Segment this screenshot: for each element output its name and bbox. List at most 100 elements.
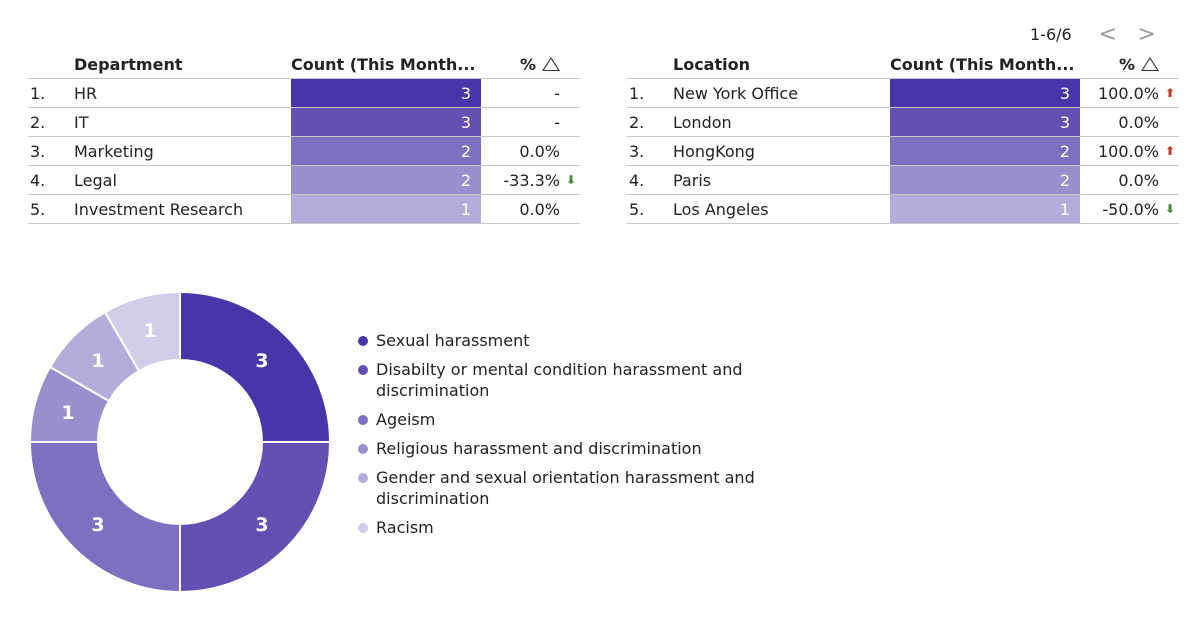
row-index: 5. [627, 194, 673, 224]
percent-value: - [554, 112, 560, 132]
legend-swatch [358, 473, 368, 483]
row-index: 1. [627, 78, 673, 108]
percent-value: 100.0% [1097, 83, 1159, 103]
slice-value-label: 3 [255, 514, 268, 536]
count-bar: 3 [291, 107, 481, 137]
percent-value: -33.3% [503, 170, 560, 190]
row-index: 3. [28, 136, 74, 166]
donut-chart: 3 3 3 1 1 1 [28, 290, 332, 594]
legend-label: Disabilty or mental condition harassment… [376, 360, 743, 400]
table-row[interactable]: 4. Legal 2 -33.3% ⬇ [28, 165, 580, 195]
row-index: 2. [28, 107, 74, 137]
count-bar: 2 [890, 136, 1080, 166]
slice-value-label: 3 [91, 514, 104, 536]
table-row[interactable]: 2. London 3 0.0% [627, 107, 1179, 137]
table-row[interactable]: 5. Los Angeles 1 -50.0% ⬇ [627, 194, 1179, 224]
count-bar: 3 [890, 78, 1080, 108]
donut-slice[interactable] [179, 290, 332, 443]
legend-swatch [358, 523, 368, 533]
count-bar: 2 [291, 165, 481, 195]
legend-item[interactable]: Ageism [358, 409, 758, 430]
count-bar: 3 [291, 78, 481, 108]
count-bar: 2 [890, 165, 1080, 195]
table-row[interactable]: 3. Marketing 2 0.0% [28, 136, 580, 166]
table-header-row: Department Count (This Month... % [28, 50, 580, 79]
percent-cell: - [481, 107, 580, 137]
legend-item[interactable]: Sexual harassment [358, 330, 758, 351]
chevron-left-icon[interactable]: < [1098, 21, 1117, 47]
slice-value-label: 1 [143, 320, 156, 342]
percent-cell: 0.0% [481, 194, 580, 224]
department-header[interactable]: Department [74, 50, 291, 79]
legend-swatch [358, 365, 368, 375]
percent-value: 0.0% [519, 141, 560, 161]
percent-cell: -50.0% ⬇ [1080, 194, 1179, 224]
table-row[interactable]: 4. Paris 2 0.0% [627, 165, 1179, 195]
legend-item[interactable]: Gender and sexual orientation harassment… [358, 467, 758, 509]
legend-item[interactable]: Racism [358, 517, 758, 538]
legend-swatch [358, 415, 368, 425]
legend-item[interactable]: Disabilty or mental condition harassment… [358, 359, 758, 401]
count-header[interactable]: Count (This Month... [890, 50, 1080, 79]
row-index: 1. [28, 78, 74, 108]
row-name: HR [74, 78, 291, 108]
percent-header[interactable]: % [1080, 50, 1179, 79]
row-name: Investment Research [74, 194, 291, 224]
legend-label: Ageism [376, 410, 436, 429]
row-index: 2. [627, 107, 673, 137]
pagination: 1-6/6 < > [1030, 21, 1172, 47]
legend-label: Religious harassment and discrimination [376, 439, 702, 458]
count-bar: 1 [890, 194, 1080, 224]
percent-header-label: % [1118, 54, 1135, 74]
table-row[interactable]: 1. New York Office 3 100.0% ⬆ [627, 78, 1179, 108]
count-bar: 3 [890, 107, 1080, 137]
percent-cell: 100.0% ⬆ [1080, 136, 1179, 166]
chart-legend: Sexual harassment Disabilty or mental con… [358, 330, 758, 546]
triangle-icon [542, 56, 560, 71]
donut-slice[interactable] [28, 441, 181, 594]
percent-cell: 0.0% [1080, 107, 1179, 137]
row-name: Paris [673, 165, 890, 195]
percent-cell: - [481, 78, 580, 108]
donut-slice[interactable] [179, 441, 332, 594]
percent-cell: -33.3% ⬇ [481, 165, 580, 195]
table-row[interactable]: 1. HR 3 - [28, 78, 580, 108]
row-index: 4. [627, 165, 673, 195]
row-index: 4. [28, 165, 74, 195]
row-name: London [673, 107, 890, 137]
legend-label: Sexual harassment [376, 331, 530, 350]
index-header [627, 50, 673, 79]
row-index: 5. [28, 194, 74, 224]
legend-label: Gender and sexual orientation harassment… [376, 468, 755, 508]
chevron-right-icon[interactable]: > [1137, 21, 1156, 47]
table-row[interactable]: 5. Investment Research 1 0.0% [28, 194, 580, 224]
count-header[interactable]: Count (This Month... [291, 50, 481, 79]
legend-swatch [358, 444, 368, 454]
arrow-up-icon: ⬆ [1164, 86, 1175, 100]
index-header [28, 50, 74, 79]
percent-value: -50.0% [1102, 199, 1159, 219]
location-header[interactable]: Location [673, 50, 890, 79]
percent-header-label: % [519, 54, 536, 74]
row-name: HongKong [673, 136, 890, 166]
legend-item[interactable]: Religious harassment and discrimination [358, 438, 758, 459]
percent-cell: 0.0% [481, 136, 580, 166]
percent-value: 0.0% [519, 199, 560, 219]
row-index: 3. [627, 136, 673, 166]
percent-value: 0.0% [1118, 112, 1159, 132]
legend-swatch [358, 336, 368, 346]
percent-cell: 0.0% [1080, 165, 1179, 195]
count-bar: 1 [291, 194, 481, 224]
arrow-up-icon: ⬆ [1164, 144, 1175, 158]
table-header-row: Location Count (This Month... % [627, 50, 1179, 79]
table-row[interactable]: 2. IT 3 - [28, 107, 580, 137]
donut-slice[interactable] [103, 290, 181, 373]
location-table: Location Count (This Month... % 1. New Yo… [627, 50, 1179, 224]
table-row[interactable]: 3. HongKong 2 100.0% ⬆ [627, 136, 1179, 166]
percent-value: 0.0% [1118, 170, 1159, 190]
percent-header[interactable]: % [481, 50, 580, 79]
row-name: New York Office [673, 78, 890, 108]
department-table: Department Count (This Month... % 1. HR 3-… [28, 50, 580, 224]
row-name: IT [74, 107, 291, 137]
row-name: Marketing [74, 136, 291, 166]
